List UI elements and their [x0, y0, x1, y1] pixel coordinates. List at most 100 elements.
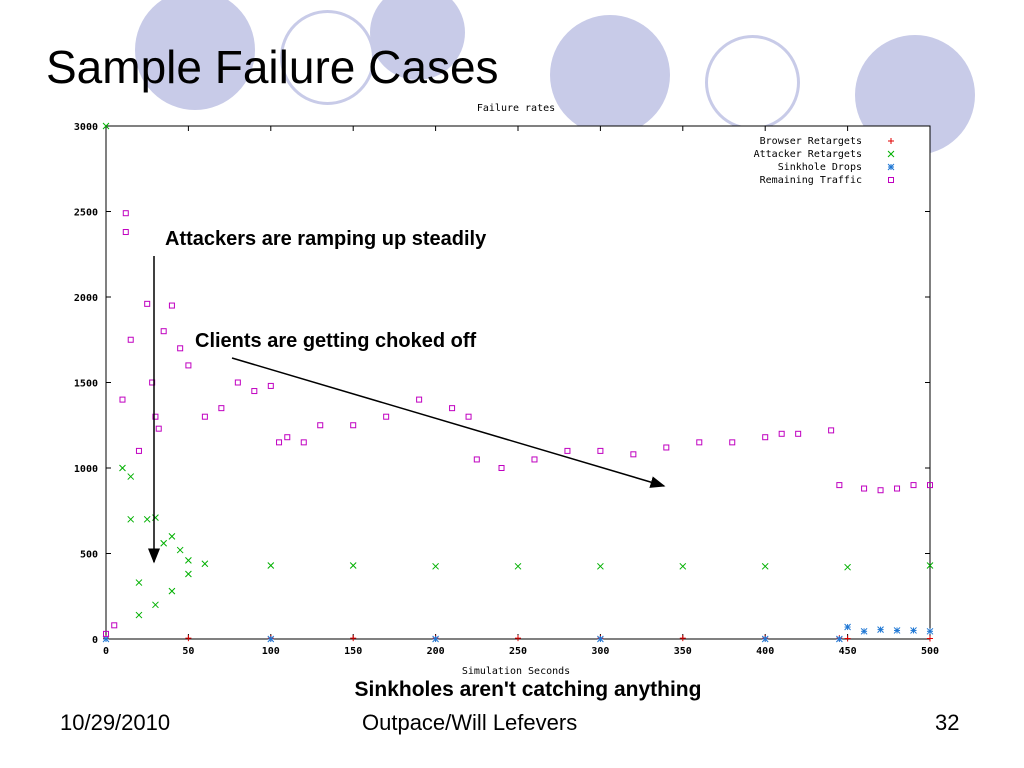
data-point — [729, 439, 736, 446]
data-point — [836, 635, 843, 643]
data-point — [679, 562, 687, 570]
data-point — [155, 425, 162, 432]
data-point — [300, 439, 307, 446]
data-point — [564, 447, 571, 454]
data-point — [350, 635, 357, 642]
data-point — [103, 630, 109, 637]
data-point — [473, 456, 480, 463]
data-point — [168, 587, 176, 595]
x-tick-label: 100 — [262, 646, 280, 657]
data-point — [185, 635, 192, 642]
data-point — [926, 627, 934, 635]
data-point — [795, 430, 802, 437]
data-point — [449, 405, 456, 412]
data-point — [284, 434, 291, 441]
annotation-clients: Clients are getting choked off — [195, 330, 476, 352]
data-point — [597, 562, 604, 570]
data-point — [515, 635, 521, 642]
data-point — [597, 635, 604, 643]
data-point — [663, 444, 670, 451]
y-tick-label: 500 — [80, 550, 98, 561]
legend-marker — [887, 163, 895, 171]
data-point — [514, 562, 522, 570]
data-point — [144, 300, 151, 307]
series-attacker-retargets — [102, 122, 934, 619]
data-point — [778, 430, 785, 437]
data-point — [122, 210, 129, 217]
data-point — [185, 362, 192, 369]
data-point — [761, 635, 769, 643]
data-point — [877, 487, 884, 494]
data-point — [597, 447, 604, 454]
data-point — [267, 382, 274, 389]
y-tick-label: 1000 — [74, 464, 98, 475]
data-point — [630, 451, 637, 458]
series-layer — [102, 122, 934, 643]
data-point — [168, 533, 176, 540]
data-point — [127, 336, 134, 343]
data-point — [127, 473, 135, 480]
data-point — [844, 635, 851, 642]
data-point — [877, 626, 884, 633]
y-tick-label: 2000 — [74, 293, 98, 304]
data-point — [861, 485, 868, 492]
data-point — [927, 635, 933, 642]
series-sinkhole-drops — [102, 623, 934, 643]
data-point — [127, 515, 135, 523]
x-tick-label: 300 — [591, 646, 609, 657]
series-remaining-traffic — [103, 210, 933, 637]
legend-marker — [888, 177, 894, 183]
data-point — [267, 635, 275, 643]
data-point — [251, 388, 258, 395]
x-tick-label: 150 — [344, 646, 362, 657]
data-point — [416, 396, 423, 403]
data-point — [152, 601, 159, 609]
footer-page: 32 — [935, 710, 960, 735]
data-point — [383, 413, 390, 420]
x-tick-label: 350 — [674, 646, 692, 657]
data-point — [696, 439, 703, 446]
data-point — [276, 439, 283, 446]
data-point — [828, 427, 835, 434]
data-point — [432, 635, 439, 643]
footer-date: 10/29/2010 — [60, 710, 171, 735]
data-point — [102, 635, 110, 643]
data-point — [926, 562, 934, 569]
legend: Browser Retargets Attacker Retargets Sinkh… — [754, 136, 895, 186]
data-point — [135, 579, 143, 586]
decor-circle-2 — [280, 10, 375, 105]
data-point — [679, 635, 686, 642]
y-tick-label: 1500 — [74, 379, 98, 390]
y-tick-label: 0 — [92, 635, 98, 646]
data-point — [176, 546, 184, 554]
data-point — [102, 122, 110, 130]
data-point — [160, 539, 168, 547]
data-point — [761, 562, 769, 570]
data-point — [836, 482, 843, 489]
data-point — [168, 302, 175, 309]
data-point — [135, 611, 143, 619]
data-point — [119, 464, 126, 472]
data-point — [143, 515, 151, 523]
data-point — [317, 422, 324, 429]
legend-label: Attacker Retargets — [754, 149, 862, 160]
x-tick-label: 0 — [103, 646, 109, 657]
data-point — [349, 562, 357, 569]
x-tick-label: 400 — [756, 646, 774, 657]
footer-center: Outpace/Will Lefevers — [362, 710, 578, 735]
decor-circle-4 — [550, 15, 670, 135]
data-point — [465, 413, 472, 420]
data-point — [218, 405, 225, 412]
data-point — [894, 485, 901, 492]
data-point — [201, 560, 209, 568]
decor-circle-1 — [135, 0, 255, 110]
data-point — [762, 434, 769, 441]
data-point — [111, 622, 118, 629]
data-point — [910, 627, 917, 634]
data-point — [185, 570, 192, 578]
legend-label: Remaining Traffic — [760, 175, 862, 186]
data-point — [177, 345, 184, 352]
data-point — [350, 422, 357, 429]
x-tick-label: 450 — [839, 646, 857, 657]
